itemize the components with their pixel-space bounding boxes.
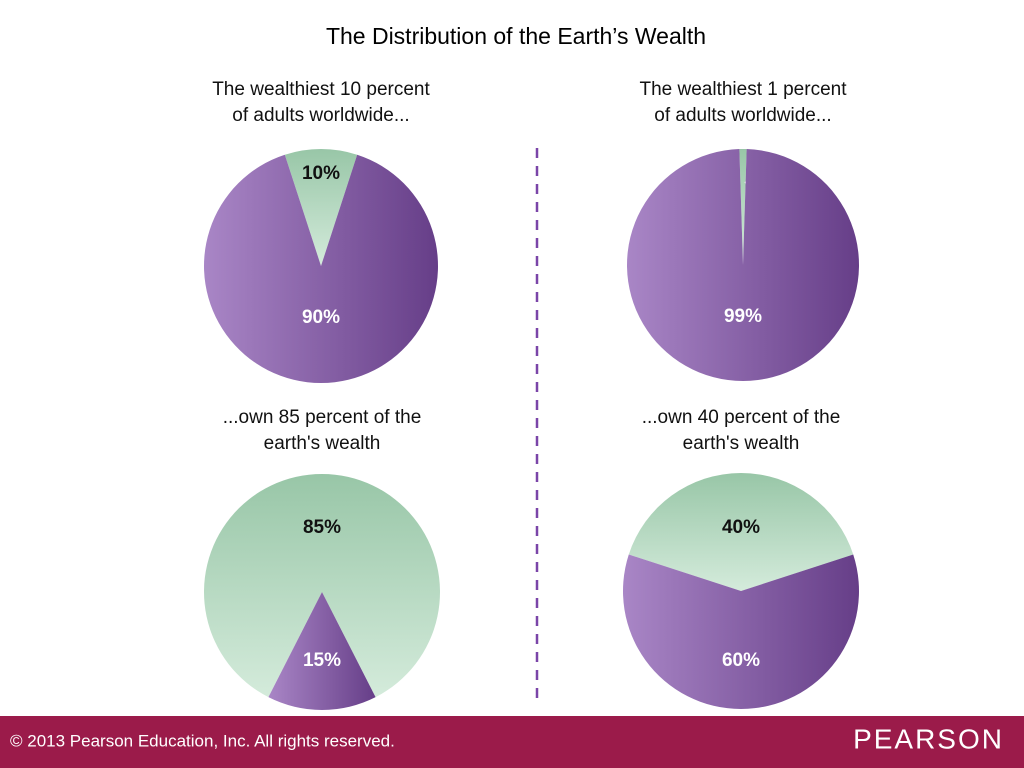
value-label: 85%	[303, 517, 341, 538]
pie-slice	[284, 148, 358, 266]
value-label: 90%	[302, 307, 340, 328]
pie-caption: The wealthiest 10 percent	[212, 79, 430, 100]
value-label: 60%	[722, 650, 760, 671]
pie-slice	[622, 554, 859, 709]
pie-caption: of adults worldwide...	[654, 105, 831, 126]
logo: PEARSON	[853, 723, 1004, 754]
value-label: 40%	[722, 517, 760, 538]
value-label: 10%	[302, 163, 340, 184]
pie-slice	[203, 154, 438, 383]
footer-bar	[0, 716, 1024, 768]
slide-title: The Distribution of the Earth’s Wealth	[326, 23, 706, 49]
pie-slice	[739, 149, 747, 265]
pie-caption: earth's wealth	[264, 433, 381, 454]
pie-caption: of adults worldwide...	[232, 105, 409, 126]
pie-slice	[268, 592, 376, 711]
pie-slice	[627, 149, 859, 381]
copyright: © 2013 Pearson Education, Inc. All right…	[10, 731, 395, 750]
value-label: 99%	[724, 306, 762, 327]
pie-caption: ...own 85 percent of the	[223, 407, 422, 428]
value-label: 15%	[303, 650, 341, 671]
pie-caption: ...own 40 percent of the	[642, 407, 841, 428]
pie-caption: The wealthiest 1 percent	[639, 79, 847, 100]
pie-slice	[628, 473, 854, 591]
pie-slice	[203, 474, 441, 698]
pie-caption: earth's wealth	[683, 433, 800, 454]
